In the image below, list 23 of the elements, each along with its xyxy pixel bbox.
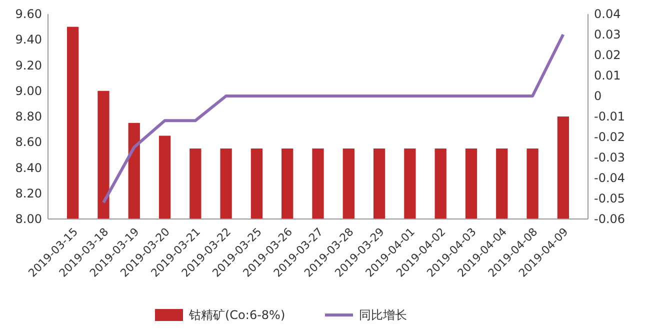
y2-tick-label: -0.05 bbox=[594, 192, 626, 206]
y-tick-label: 8.80 bbox=[15, 110, 42, 124]
y-tick-label: 8.20 bbox=[15, 186, 42, 200]
legend-label: 同比增长 bbox=[359, 308, 407, 322]
y2-tick-label: -0.02 bbox=[594, 130, 626, 144]
y-tick-label: 8.40 bbox=[15, 160, 42, 175]
y2-tick-label: 0.03 bbox=[594, 28, 621, 42]
line-series bbox=[102, 33, 565, 204]
y2-tick-label: -0.06 bbox=[594, 212, 626, 226]
y2-tick-label: -0.01 bbox=[594, 110, 626, 124]
y2-tick-label: -0.04 bbox=[594, 171, 626, 185]
y-tick-label: 8.60 bbox=[15, 135, 42, 150]
y-tick-label: 9.00 bbox=[15, 84, 42, 98]
y2-tick-label: 0.02 bbox=[594, 48, 621, 62]
y-tick-label: 9.60 bbox=[15, 7, 42, 21]
y2-tick-label: 0.04 bbox=[594, 7, 621, 21]
y-tick-label: 8.00 bbox=[15, 212, 42, 226]
y2-tick-label: -0.03 bbox=[594, 150, 626, 164]
y2-tick-label: 0 bbox=[594, 89, 602, 103]
y2-tick-label: 0.01 bbox=[594, 68, 621, 82]
y-tick-label: 9.20 bbox=[15, 58, 42, 72]
legend-label: 钴精矿(Co:6-8%) bbox=[188, 308, 286, 322]
y-tick-label: 9.40 bbox=[15, 32, 42, 47]
